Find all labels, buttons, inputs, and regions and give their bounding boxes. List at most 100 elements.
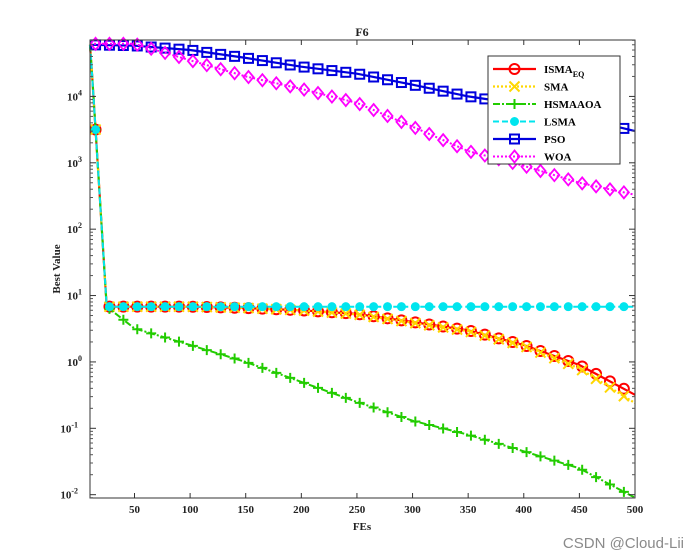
y-tick-label: 104 <box>67 88 82 103</box>
data-point-lsma <box>313 302 323 312</box>
plot-frame <box>89 39 636 499</box>
data-point-hsmaaoa <box>521 447 532 458</box>
data-point-woa <box>186 53 200 69</box>
data-point-woa <box>464 144 478 160</box>
data-point-hsmaaoa <box>493 438 504 449</box>
data-point-hsmaaoa <box>410 416 421 427</box>
data-point-pso <box>201 46 213 58</box>
data-point-hsmaaoa <box>173 336 184 347</box>
data-point-pso <box>382 74 394 86</box>
data-point-isma <box>548 349 561 362</box>
y-tick-label: 103 <box>67 155 82 170</box>
legend-entry-woa: WOA <box>493 149 572 164</box>
data-point-hsmaaoa <box>368 402 379 413</box>
legend-marker <box>509 133 520 145</box>
legend-entry-hsmaaoa: HSMAAOA <box>493 99 602 111</box>
x-axis-label: FEs <box>353 521 372 533</box>
data-point-lsma <box>243 302 253 312</box>
y-tick-label: 102 <box>67 221 82 236</box>
data-point-sma <box>340 307 352 320</box>
data-point-pso <box>229 50 241 62</box>
data-point-sma <box>423 319 435 331</box>
data-point-hsmaaoa <box>187 340 198 351</box>
data-point-woa <box>256 72 269 88</box>
data-point-lsma <box>230 302 240 312</box>
data-point-lsma <box>452 302 462 312</box>
data-point-lsma <box>285 302 295 312</box>
legend-entry-sma: SMA <box>493 80 569 94</box>
data-point-sma <box>562 358 574 370</box>
data-point-lsma <box>341 302 351 312</box>
data-point-lsma <box>549 302 559 312</box>
data-point-sma <box>381 313 394 325</box>
data-point-woa <box>548 167 561 183</box>
x-tick-label: 200 <box>293 504 310 516</box>
data-point-woa <box>367 102 380 118</box>
data-point-pso <box>340 66 352 78</box>
legend-entry-isma: ISMAEQ <box>493 63 584 79</box>
data-point-sma <box>520 341 533 353</box>
data-point-woa <box>436 132 450 148</box>
data-point-woa <box>409 120 422 136</box>
data-point-sma <box>604 381 616 394</box>
data-point-isma <box>409 316 422 329</box>
data-point-hsmaaoa <box>215 349 226 360</box>
x-tick-label: 500 <box>627 504 644 516</box>
data-point-isma <box>506 336 519 349</box>
data-point-hsmaaoa <box>479 434 490 445</box>
data-point-woa <box>214 61 227 77</box>
data-point-hsmaaoa <box>146 328 157 339</box>
data-point-lsma <box>327 302 337 312</box>
data-point-hsmaaoa <box>452 426 463 437</box>
data-point-lsma <box>146 302 156 312</box>
series-line-sma <box>88 44 636 405</box>
data-point-lsma <box>466 302 476 312</box>
legend-entry-lsma: LSMA <box>493 117 576 129</box>
data-point-lsma <box>494 302 504 312</box>
data-point-hsmaaoa <box>271 367 282 378</box>
data-point-sma <box>409 317 422 329</box>
data-point-hsmaaoa <box>118 314 129 325</box>
x-tick-label: 150 <box>237 504 254 516</box>
data-point-lsma <box>202 302 212 312</box>
data-point-woa <box>131 37 144 53</box>
data-point-woa <box>284 78 297 94</box>
data-point-woa <box>200 57 213 73</box>
data-point-sma <box>479 329 491 342</box>
data-point-lsma <box>396 302 406 312</box>
data-point-woa <box>297 82 311 97</box>
data-point-lsma <box>438 302 448 312</box>
legend-label: PSO <box>544 134 566 146</box>
data-point-lsma <box>132 302 142 312</box>
data-point-lsma <box>424 302 434 312</box>
data-point-hsmaaoa <box>160 332 171 343</box>
legend-marker <box>508 80 521 93</box>
data-point-hsmaaoa <box>396 411 407 422</box>
data-point-hsmaaoa <box>201 345 212 356</box>
data-point-woa <box>242 69 255 85</box>
legend-label: LSMA <box>544 117 576 129</box>
data-point-hsmaaoa <box>313 382 324 393</box>
x-tick-label: 300 <box>404 504 421 516</box>
x-tick-label: 450 <box>571 504 588 516</box>
data-point-hsmaaoa <box>257 362 268 373</box>
legend-marker <box>509 99 520 109</box>
data-point-lsma <box>522 302 532 312</box>
data-point-pso <box>354 68 366 80</box>
series-line-woa <box>90 42 636 196</box>
data-point-pso <box>284 59 296 71</box>
data-point-lsma <box>563 302 573 312</box>
data-point-woa <box>589 178 603 194</box>
data-point-woa <box>423 126 436 142</box>
data-point-pso <box>242 52 254 64</box>
y-tick-label: 10-2 <box>60 487 78 502</box>
data-point-pso <box>326 65 338 77</box>
data-point-hsmaaoa <box>507 443 518 454</box>
data-point-pso <box>368 71 380 83</box>
data-point-lsma <box>174 302 184 312</box>
data-point-isma <box>381 312 394 325</box>
data-point-hsmaaoa <box>285 372 296 383</box>
data-point-pso <box>312 63 324 75</box>
data-point-woa <box>617 184 631 200</box>
data-point-woa <box>172 49 186 65</box>
